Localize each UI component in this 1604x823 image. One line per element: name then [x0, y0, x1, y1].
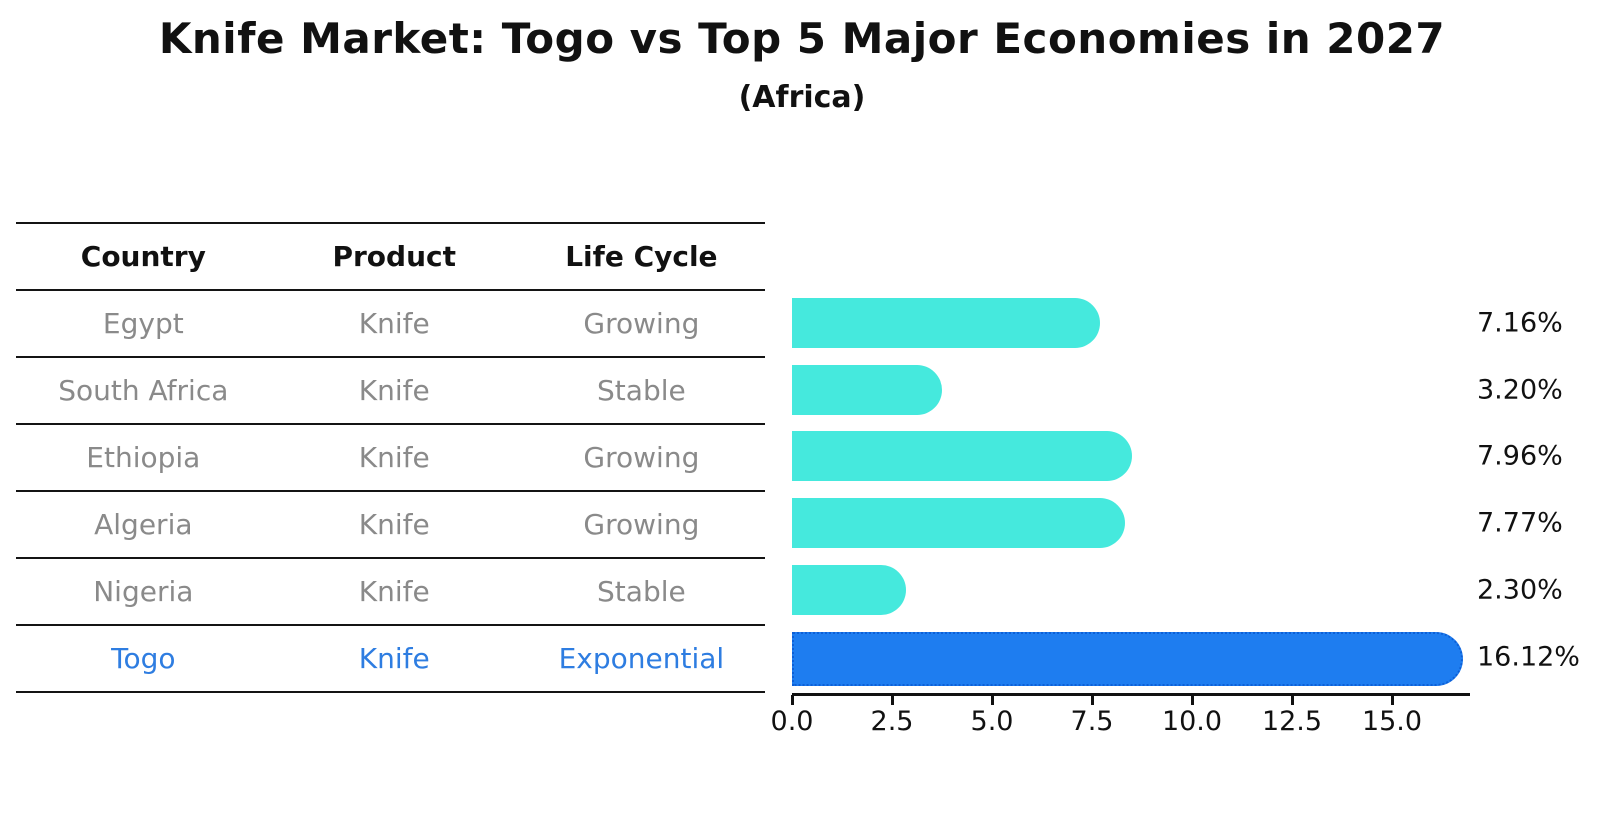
column-header-life-cycle: Life Cycle [565, 240, 718, 273]
table-cell-country: Algeria [94, 508, 193, 541]
table-cell-product: Knife [358, 642, 430, 675]
x-axis-line [792, 693, 1470, 696]
table-header-row: Country Product Life Cycle [16, 224, 765, 291]
x-axis-tick-label-5.0: 5.0 [970, 706, 1014, 737]
table-row-nigeria: Nigeria Knife Stable [16, 559, 765, 626]
x-axis-tick-2.5 [891, 695, 894, 705]
x-axis-tick-label-10.0: 10.0 [1161, 706, 1223, 737]
bar-egypt [792, 297, 1101, 348]
x-axis-tick-7.5 [1091, 695, 1094, 705]
chart-title: Knife Market: Togo vs Top 5 Major Econom… [158, 14, 1446, 63]
table-cell-product: Knife [358, 508, 430, 541]
table-cell-product: Knife [358, 575, 430, 608]
value-label-algeria: 7.77% [1477, 507, 1563, 538]
x-axis-tick-12.5 [1291, 695, 1294, 705]
table-cell-life-cycle: Stable [597, 374, 686, 407]
value-label-togo: 16.12% [1477, 641, 1580, 672]
table-cell-life-cycle: Growing [583, 307, 700, 340]
value-label-south-africa: 3.20% [1477, 374, 1563, 405]
value-label-ethiopia: 7.96% [1477, 440, 1563, 472]
table-cell-life-cycle: Growing [583, 441, 700, 474]
table-cell-product: Knife [358, 307, 430, 340]
x-axis-tick-label-0.0: 0.0 [770, 706, 814, 737]
x-axis-tick-label-2.5: 2.5 [870, 706, 914, 737]
table-cell-country: Nigeria [93, 575, 194, 608]
table-cell-country: Ethiopia [86, 441, 201, 474]
table-row-ethiopia: Ethiopia Knife Growing [16, 425, 765, 492]
x-axis-tick-label-15.0: 15.0 [1361, 706, 1423, 737]
bar-togo [792, 631, 1463, 686]
x-axis-tick-5.0 [991, 695, 994, 705]
bar-ethiopia [792, 431, 1133, 481]
table-cell-country: Egypt [102, 307, 184, 340]
table-row-togo: Togo Knife Exponential [16, 626, 765, 691]
table-row-egypt: Egypt Knife Growing [16, 291, 765, 358]
x-axis-tick-0.0 [791, 695, 794, 705]
x-axis-tick-10.0 [1191, 695, 1194, 705]
column-header-country: Country [80, 240, 206, 273]
value-label-nigeria: 2.30% [1477, 574, 1563, 605]
bar-algeria [792, 497, 1125, 548]
table-cell-product: Knife [358, 441, 430, 474]
bar-nigeria [792, 564, 906, 615]
column-header-product: Product [332, 240, 456, 273]
table-cell-product: Knife [358, 374, 430, 407]
country-table: Country Product Life Cycle Egypt Knife Gro… [16, 222, 765, 693]
x-axis-tick-label-7.5: 7.5 [1070, 706, 1114, 737]
table-cell-life-cycle: Exponential [558, 642, 725, 675]
table-cell-country: South Africa [58, 374, 229, 407]
table-cell-life-cycle: Growing [583, 508, 700, 541]
x-axis-tick-label-12.5: 12.5 [1261, 706, 1323, 737]
table-row-south-africa: South Africa Knife Stable [16, 358, 765, 425]
chart-subtitle: (Africa) [738, 80, 866, 115]
x-axis-tick-15.0 [1391, 695, 1394, 705]
table-row-algeria: Algeria Knife Growing [16, 492, 765, 559]
table-cell-country: Togo [111, 642, 176, 675]
bar-south-africa [792, 364, 942, 415]
value-label-egypt: 7.16% [1477, 307, 1563, 338]
table-cell-life-cycle: Stable [597, 575, 686, 608]
